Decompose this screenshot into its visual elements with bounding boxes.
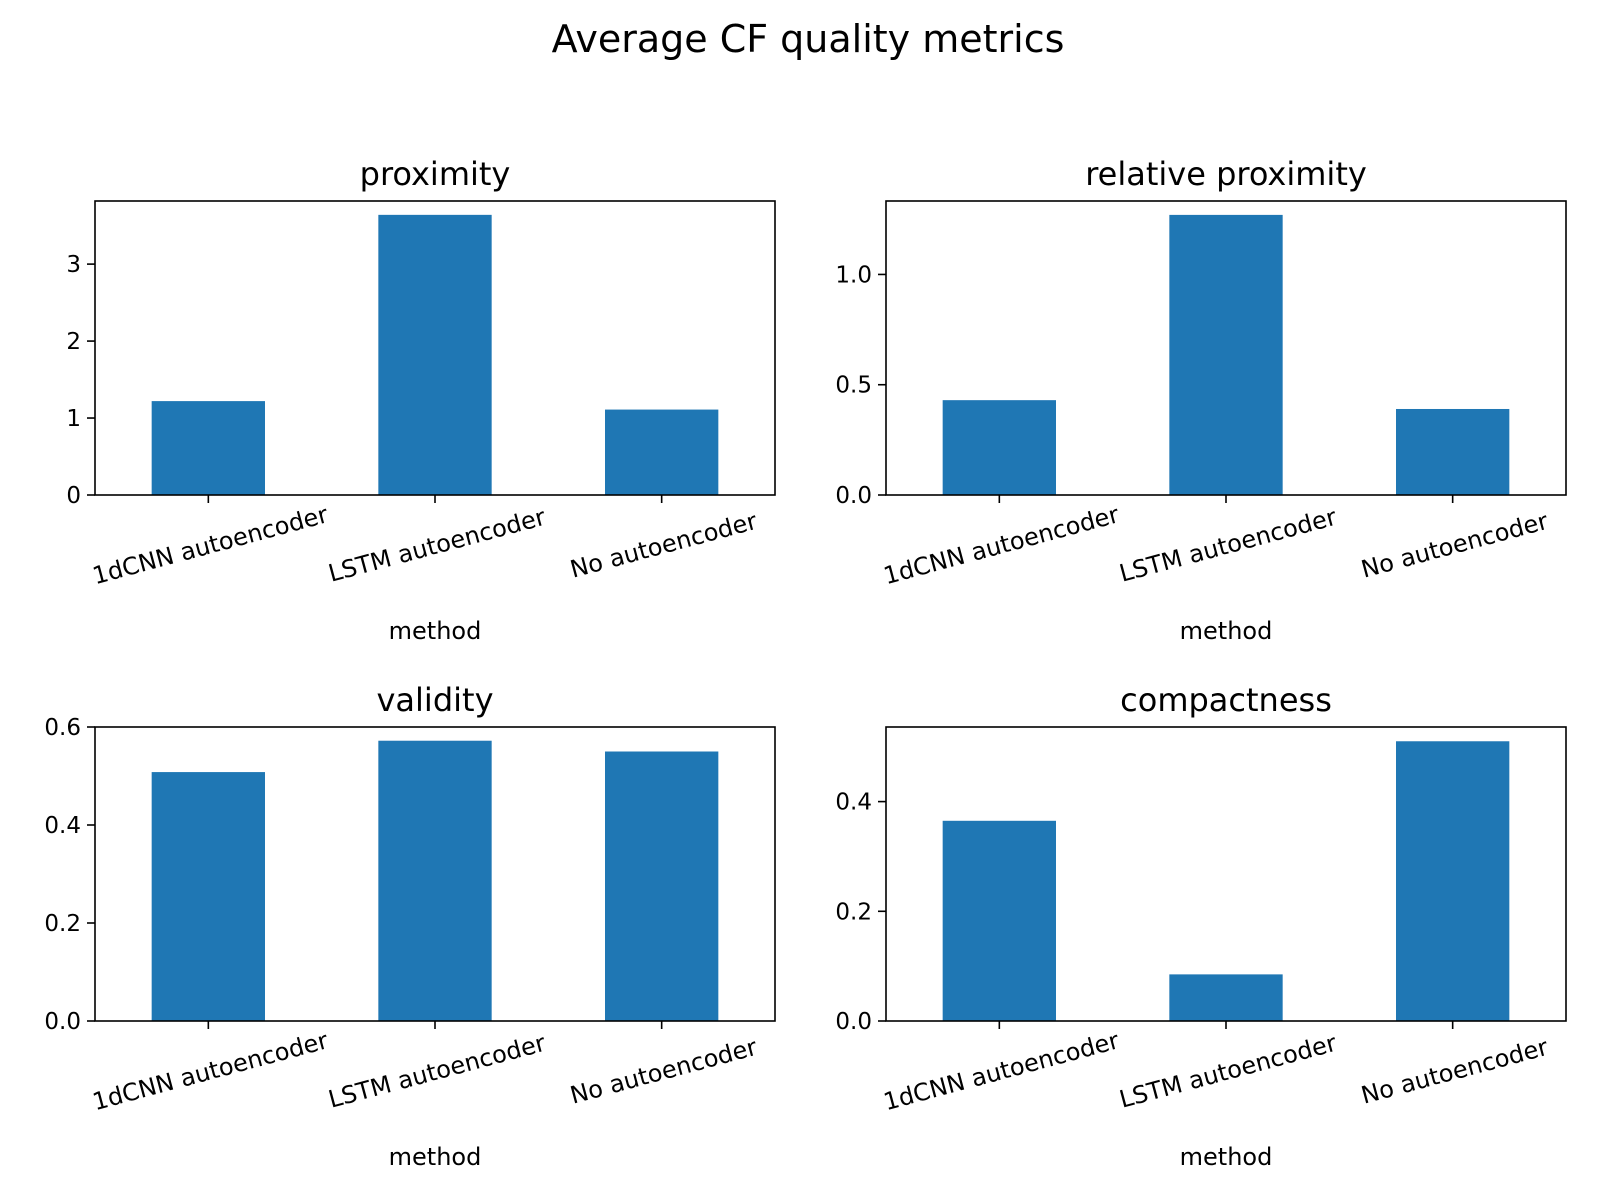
bar-2 [378, 740, 492, 1021]
x-tick-label: LSTM autoencoder [1116, 503, 1339, 588]
x-tick-label: LSTM autoencoder [325, 1029, 548, 1114]
x-tick-label: 1dCNN autoencoder [90, 500, 332, 590]
y-tick-label: 3 [66, 252, 81, 278]
bar-3 [605, 409, 719, 495]
x-tick-label: 1dCNN autoencoder [881, 1026, 1123, 1116]
y-tick-label: 2 [66, 329, 81, 355]
y-tick-label: 0.2 [44, 911, 81, 937]
y-tick-label: 0.0 [44, 1009, 81, 1035]
x-axis-label: method [1180, 1143, 1273, 1171]
y-tick-label: 0.0 [835, 1009, 872, 1035]
x-tick-label: No autoencoder [1358, 507, 1551, 584]
y-tick-label: 0.4 [44, 813, 81, 839]
bar-1 [151, 401, 265, 495]
subplot-4: compactness 0.0 0.2 0.4 1dCNN autoencoderLST… [835, 681, 1567, 1171]
x-tick-label: No autoencoder [567, 1033, 760, 1110]
x-tick-label: LSTM autoencoder [1116, 1029, 1339, 1114]
x-tick-label: 1dCNN autoencoder [90, 1026, 332, 1116]
bar-2 [378, 214, 492, 496]
bar-2 [1169, 974, 1283, 1021]
subplot-title: validity [376, 681, 493, 719]
x-axis-label: method [389, 1143, 482, 1171]
subplot-title: proximity [360, 155, 511, 193]
subplot-2: relative proximity 0.0 0.5 1.0 1dCNN autoenc… [835, 155, 1567, 645]
y-tick-label: 0.4 [835, 790, 872, 816]
y-tick-label: 0.6 [44, 715, 81, 741]
x-axis-label: method [1180, 617, 1273, 645]
bar-1 [942, 400, 1056, 495]
subplot-3: validity 0.0 0.2 0.4 0.6 1dCNN autoencoderLST… [44, 681, 776, 1171]
subplot-title: relative proximity [1085, 155, 1367, 193]
x-tick-label: 1dCNN autoencoder [881, 500, 1123, 590]
y-tick-label: 0.5 [835, 373, 872, 399]
x-axis-label: method [389, 617, 482, 645]
y-tick-label: 0.0 [835, 483, 872, 509]
y-tick-label: 0.2 [835, 899, 872, 925]
figure-suptitle: Average CF quality metrics [552, 17, 1065, 61]
x-tick-label: No autoencoder [1358, 1033, 1551, 1110]
x-tick-label: LSTM autoencoder [325, 503, 548, 588]
bar-2 [1169, 214, 1283, 496]
y-tick-label: 1 [66, 406, 81, 432]
bar-3 [1396, 741, 1510, 1021]
subplot-title: compactness [1120, 681, 1332, 719]
x-tick-label: No autoencoder [567, 507, 760, 584]
y-tick-label: 1.0 [835, 262, 872, 288]
bar-3 [605, 751, 719, 1021]
bar-3 [1396, 408, 1510, 495]
bar-1 [151, 772, 265, 1021]
bar-1 [942, 820, 1056, 1021]
y-tick-label: 0 [66, 483, 81, 509]
